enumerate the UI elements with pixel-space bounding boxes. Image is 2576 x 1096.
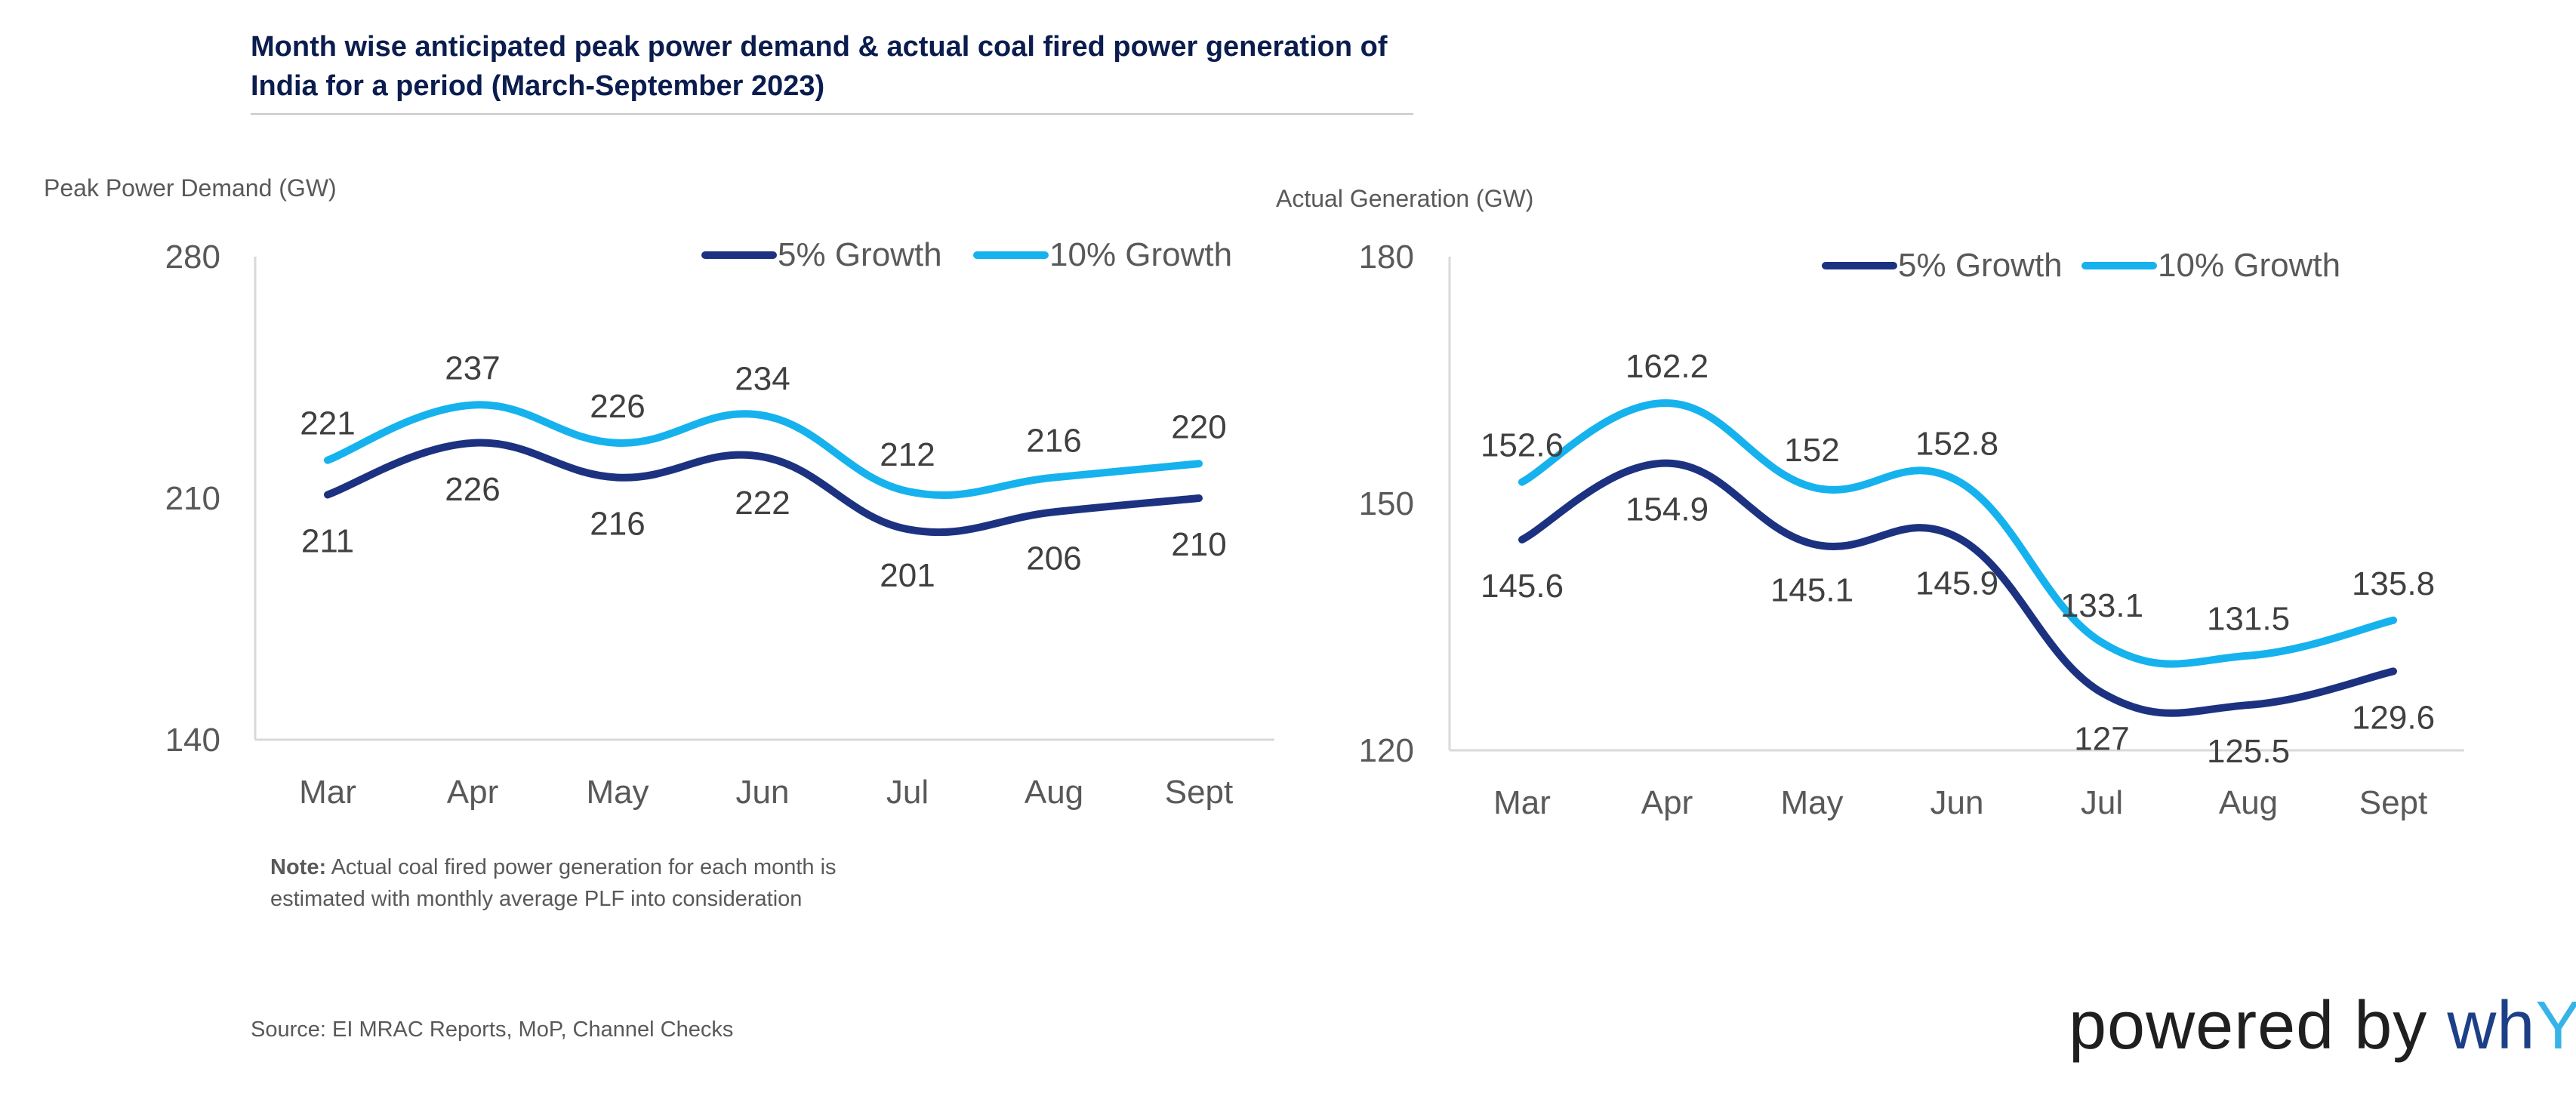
demand-data-point xyxy=(1198,463,1200,465)
generation-y-tick-label: 120 xyxy=(1359,732,1414,769)
page-title: Month wise anticipated peak power demand… xyxy=(251,27,1459,106)
note-line-1: Actual coal fired power generation for e… xyxy=(326,855,837,879)
demand-data-label: 216 xyxy=(590,506,645,543)
demand-x-tick-label: Aug xyxy=(1025,774,1083,811)
generation-y-tick-label: 150 xyxy=(1359,485,1414,522)
demand-x-tick-label: Sept xyxy=(1165,774,1234,811)
demand-data-label: 237 xyxy=(445,350,500,387)
generation-data-label: 152.6 xyxy=(1481,427,1564,464)
generation-data-point xyxy=(2393,670,2394,673)
demand-data-label: 206 xyxy=(1026,540,1081,577)
demand-data-label: 234 xyxy=(735,360,790,397)
generation-legend-label: 10% Growth xyxy=(2158,247,2340,284)
generation-x-tick-label: Jul xyxy=(2081,784,2123,821)
generation-data-label: 127 xyxy=(2074,721,2129,758)
brand-y: Y xyxy=(2535,988,2576,1064)
generation-data-point xyxy=(1666,402,1668,405)
demand-data-label: 201 xyxy=(880,557,935,594)
generation-data-point xyxy=(1666,462,1668,464)
title-line-2: India for a period (March-September 2023… xyxy=(251,70,825,102)
generation-x-tick-label: Apr xyxy=(1641,784,1693,821)
generation-x-tick-label: May xyxy=(1780,784,1843,821)
brand-logo: powered by whY xyxy=(2069,987,2576,1065)
demand-data-point xyxy=(472,442,473,444)
demand-x-tick-label: Jun xyxy=(736,774,790,811)
demand-data-point xyxy=(762,456,763,458)
brand-prefix: powered by xyxy=(2069,988,2448,1064)
demand-data-label: 216 xyxy=(1026,423,1081,460)
generation-y-axis-title: Actual Generation (GW) xyxy=(1276,185,1533,212)
generation-data-label: 152.8 xyxy=(1915,425,1998,462)
generation-data-label: 131.5 xyxy=(2207,601,2290,638)
demand-data-label: 226 xyxy=(590,388,645,425)
demand-data-point xyxy=(327,459,328,461)
title-divider xyxy=(251,113,1413,115)
generation-legend-label: 5% Growth xyxy=(1898,247,2063,284)
demand-data-label: 222 xyxy=(735,485,790,522)
demand-data-label: 226 xyxy=(445,471,500,508)
note-line-2: estimated with monthly average PLF into … xyxy=(270,887,803,911)
demand-data-point xyxy=(472,404,473,406)
demand-x-tick-label: Mar xyxy=(299,774,356,811)
generation-data-label: 133.1 xyxy=(2060,587,2143,624)
generation-data-point xyxy=(1811,486,1813,488)
generation-x-tick-label: Aug xyxy=(2219,784,2278,821)
generation-x-tick-label: Jun xyxy=(1930,784,1984,821)
generation-data-label: 145.1 xyxy=(1770,571,1853,608)
chart-note: Note: Actual coal fired power generation… xyxy=(270,851,950,915)
demand-y-axis-title: Peak Power Demand (GW) xyxy=(44,174,337,202)
demand-data-label: 220 xyxy=(1171,408,1226,445)
generation-data-point xyxy=(2101,642,2103,644)
generation-data-label: 129.6 xyxy=(2352,699,2435,736)
demand-x-tick-label: Jul xyxy=(886,774,929,811)
generation-y-tick-label: 180 xyxy=(1359,239,1414,276)
source-text: Source: EI MRAC Reports, MoP, Channel Ch… xyxy=(251,1017,734,1042)
demand-legend-label: 5% Growth xyxy=(778,236,942,273)
demand-data-point xyxy=(907,528,908,531)
demand-data-label: 221 xyxy=(300,405,355,442)
demand-legend-label: 10% Growth xyxy=(1049,236,1232,273)
demand-data-point xyxy=(762,414,763,417)
demand-data-point xyxy=(1053,511,1055,513)
generation-data-point xyxy=(2393,619,2394,621)
title-line-1: Month wise anticipated peak power demand… xyxy=(251,31,1388,63)
generation-data-point xyxy=(1521,481,1523,483)
generation-data-point xyxy=(2248,654,2249,657)
generation-data-label: 125.5 xyxy=(2207,733,2290,770)
demand-data-label: 211 xyxy=(301,522,354,559)
generation-data-point xyxy=(1521,538,1523,540)
demand-y-tick-label: 140 xyxy=(165,722,220,759)
generation-data-label: 162.2 xyxy=(1625,348,1709,385)
generation-data-point xyxy=(1956,479,1958,482)
generation-data-point xyxy=(2101,691,2103,694)
demand-data-label: 212 xyxy=(880,436,935,473)
generation-data-label: 152 xyxy=(1784,432,1839,469)
demand-data-point xyxy=(617,442,618,444)
generation-x-tick-label: Mar xyxy=(1493,784,1551,821)
generation-data-label: 145.6 xyxy=(1481,568,1564,605)
note-label: Note: xyxy=(270,855,327,879)
generation-data-point xyxy=(1811,543,1813,545)
demand-y-tick-label: 210 xyxy=(165,480,220,517)
generation-data-label: 145.9 xyxy=(1915,565,1998,602)
demand-data-point xyxy=(617,476,618,479)
brand-wh: wh xyxy=(2447,988,2536,1064)
demand-data-point xyxy=(1053,476,1055,479)
generation-data-point xyxy=(2248,704,2249,707)
demand-data-label: 210 xyxy=(1171,526,1226,563)
generation-x-tick-label: Sept xyxy=(2359,784,2428,821)
demand-x-tick-label: Apr xyxy=(447,774,498,811)
demand-y-tick-label: 280 xyxy=(165,239,220,276)
demand-data-point xyxy=(907,490,908,492)
generation-data-label: 154.9 xyxy=(1625,491,1709,528)
demand-x-tick-label: May xyxy=(586,774,649,811)
demand-data-point xyxy=(1198,497,1200,499)
demand-data-point xyxy=(327,494,328,496)
generation-data-point xyxy=(1956,536,1958,538)
generation-data-label: 135.8 xyxy=(2352,565,2435,602)
